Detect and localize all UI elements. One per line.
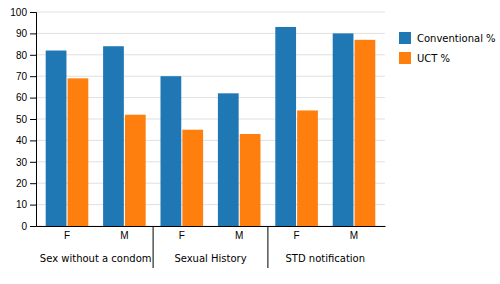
grid-line [36, 119, 385, 120]
x-tick: F [64, 226, 70, 241]
x-tick: M [350, 226, 358, 241]
grid-line [36, 204, 385, 205]
legend-label: UCT % [417, 53, 450, 64]
bar [125, 115, 146, 226]
group-label: Sex without a condom [40, 253, 152, 264]
chart: 0102030405060708090100FMFMFMSex without … [0, 0, 500, 284]
x-tick-label: F [179, 230, 185, 241]
x-axis-line [37, 226, 386, 227]
y-tick: 20 [16, 178, 36, 189]
legend-item: Conventional % [399, 32, 496, 44]
y-tick-mark [30, 76, 36, 77]
bar [355, 40, 376, 226]
y-tick-mark [30, 33, 36, 34]
x-tick-label: M [235, 230, 243, 241]
bar [275, 27, 296, 226]
grid-line [36, 161, 385, 162]
y-tick-mark [30, 162, 36, 163]
group-label: Sexual History [174, 253, 246, 264]
y-tick-mark [30, 226, 36, 227]
x-tick: F [294, 226, 300, 241]
y-tick: 100 [10, 7, 36, 18]
y-tick: 70 [16, 71, 36, 82]
y-tick-mark [30, 119, 36, 120]
y-tick-mark [30, 55, 36, 56]
grid [36, 12, 385, 226]
grid-line [36, 183, 385, 184]
y-tick: 40 [16, 135, 36, 146]
bar [46, 51, 67, 226]
y-tick-label: 20 [16, 178, 28, 189]
y-tick-label: 30 [16, 157, 28, 168]
y-tick-label: 90 [16, 28, 28, 39]
y-tick: 60 [16, 92, 36, 103]
x-tick-label: M [350, 230, 358, 241]
grid-line [36, 33, 385, 34]
bar [218, 93, 239, 226]
legend-swatch [399, 32, 411, 44]
plot: 0102030405060708090100FMFMFMSex without … [10, 7, 385, 268]
y-axis-line [30, 13, 37, 227]
y-tick-mark [30, 205, 36, 206]
x-tick: M [120, 226, 128, 241]
bar [240, 134, 261, 226]
group-label: STD notification [286, 253, 366, 264]
grid-line [36, 54, 385, 55]
y-axis: 0 10 20 30 40 50 60 70 80 90 100 [10, 7, 36, 232]
legend-swatch [399, 52, 411, 64]
x-tick: M [235, 226, 243, 241]
bar [297, 110, 318, 226]
y-tick: 90 [16, 28, 36, 39]
y-tick-label: 40 [16, 135, 28, 146]
y-tick-label: 80 [16, 50, 28, 61]
y-tick-mark [30, 140, 36, 141]
y-tick-mark [30, 183, 36, 184]
y-tick-mark [30, 98, 36, 99]
bar [161, 76, 182, 226]
bar [103, 46, 124, 226]
x-tick-label: F [294, 230, 300, 241]
legend-label: Conventional % [417, 33, 496, 44]
bar [182, 130, 203, 226]
y-tick-mark [30, 12, 36, 13]
legend-item: UCT % [399, 52, 450, 64]
grid-line [36, 12, 385, 13]
x-tick-label: M [120, 230, 128, 241]
grid-line [36, 226, 385, 227]
bars [46, 27, 376, 226]
x-tick-label: F [64, 230, 70, 241]
y-tick-label: 10 [16, 199, 28, 210]
grid-line [36, 76, 385, 77]
y-tick-label: 50 [16, 114, 28, 125]
x-tick: F [179, 226, 185, 241]
y-tick: 80 [16, 50, 36, 61]
bar [333, 33, 354, 226]
bar [68, 78, 89, 226]
y-tick: 0 [21, 221, 36, 232]
group-divider [153, 226, 154, 268]
group-divider [267, 226, 268, 268]
grid-line [36, 140, 385, 141]
y-tick-label: 60 [16, 92, 28, 103]
legend: Conventional % UCT % [399, 32, 496, 64]
y-tick-label: 0 [21, 221, 27, 232]
y-tick: 50 [16, 114, 36, 125]
group-labels: Sex without a condom Sexual History STD no… [40, 226, 365, 268]
y-tick: 30 [16, 157, 36, 168]
x-axis: FMFMFM [37, 226, 386, 241]
grid-line [36, 97, 385, 98]
y-tick-label: 100 [10, 7, 27, 18]
y-tick: 10 [16, 199, 36, 210]
y-tick-label: 70 [16, 71, 28, 82]
